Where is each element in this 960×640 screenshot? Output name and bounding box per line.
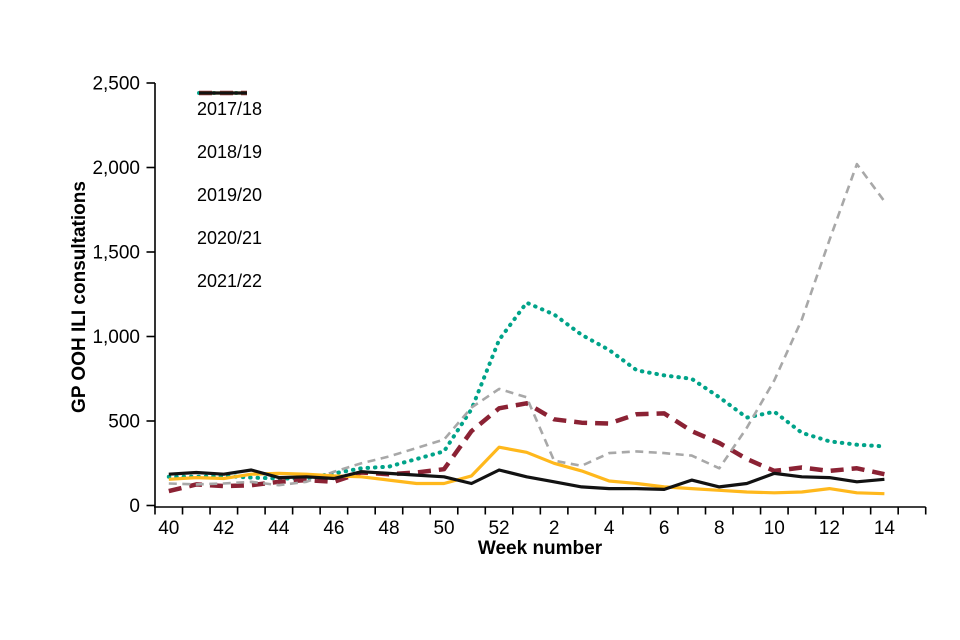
- legend-label: 2020/21: [197, 228, 263, 248]
- legend: 2017/18 2018/19 2019/20 2020/21 2021/22: [197, 88, 262, 303]
- y-axis-tick-labels: 0 500 1,000 1,500 2,000 2,500: [92, 74, 140, 518]
- legend-label: 2019/20: [197, 185, 263, 205]
- x-tick-label: 4: [604, 518, 615, 539]
- x-tick-label: 50: [433, 518, 454, 539]
- legend-item-2018-19: 2018/19: [197, 90, 263, 174]
- y-tick-label: 2,000: [92, 158, 140, 179]
- legend-label: 2017/18: [197, 99, 263, 119]
- series-line-2020-21: [168, 445, 885, 496]
- x-tick-label: 44: [268, 518, 290, 539]
- x-axis-title: Week number: [477, 538, 603, 559]
- x-axis-ticks: [154, 507, 927, 515]
- x-tick-label: 40: [158, 518, 179, 539]
- legend-label: 2021/22: [197, 271, 263, 291]
- series-line-2019-20: [168, 162, 886, 487]
- legend-item-2019-20: 2019/20: [197, 91, 263, 217]
- x-tick-label: 10: [764, 518, 785, 539]
- y-axis-ticks: [146, 82, 155, 507]
- x-axis-tick-labels: 40 42 44 46 48 50 52 2 4 6 8 10 12 14: [158, 518, 895, 539]
- x-tick-label: 8: [714, 518, 725, 539]
- x-tick-label: 12: [819, 518, 840, 539]
- series-lines: [166, 162, 887, 496]
- series-line-2018-19: [168, 401, 885, 494]
- y-tick-label: 1,500: [92, 243, 140, 264]
- x-tick-label: 2: [549, 518, 560, 539]
- legend-item-2020-21: 2020/21: [197, 91, 263, 260]
- x-tick-label: 48: [378, 518, 399, 539]
- legend-line-sample: [199, 91, 247, 95]
- x-tick-label: 6: [659, 518, 670, 539]
- x-tick-label: 52: [488, 518, 509, 539]
- x-tick-label: 14: [874, 518, 896, 539]
- y-axis-title: GP OOH ILI consultations: [69, 181, 90, 413]
- x-tick-label: 42: [213, 518, 234, 539]
- legend-item-2021-22: 2021/22: [197, 91, 263, 303]
- x-tick-label: 46: [323, 518, 344, 539]
- y-tick-label: 0: [129, 496, 140, 517]
- y-tick-label: 500: [108, 412, 140, 433]
- series-line-2021-22: [168, 468, 885, 491]
- y-tick-label: 2,500: [92, 74, 140, 95]
- y-tick-label: 1,000: [92, 327, 140, 348]
- legend-label: 2018/19: [197, 142, 263, 162]
